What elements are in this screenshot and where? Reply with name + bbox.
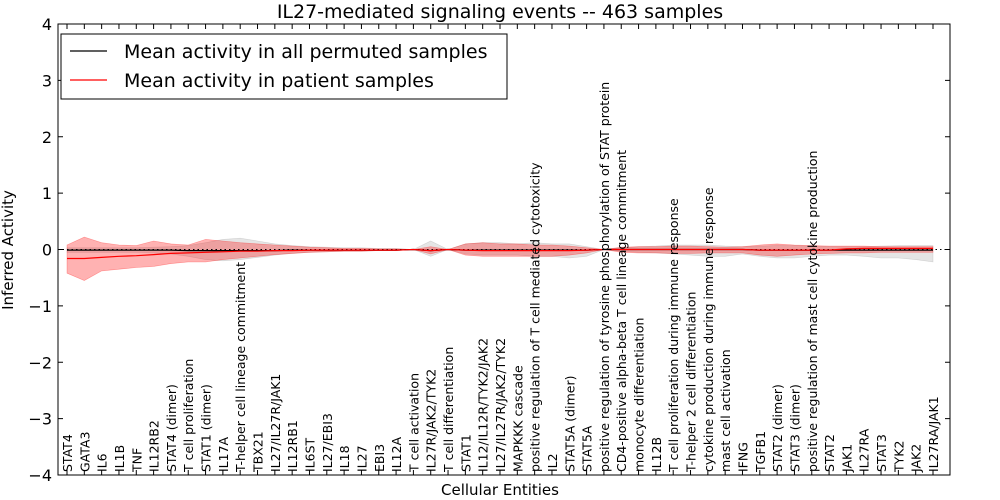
x-tick-label: IL6 [95, 453, 110, 472]
confidence-bands [66, 236, 934, 281]
x-tick-label: T cell activation [406, 373, 421, 473]
x-tick-label: STAT3 [874, 434, 889, 472]
y-tick-label: −4 [28, 466, 52, 485]
x-tick-label: T cell differentiation [441, 347, 456, 473]
x-tick-label: TBX21 [251, 431, 266, 473]
y-tick-label: −1 [28, 297, 52, 316]
x-tick-label: STAT2 [822, 434, 837, 472]
x-tick-label: T cell proliferation [181, 359, 196, 473]
x-tick-label: IL12B [649, 437, 664, 472]
x-tick-label: IL12RB1 [285, 420, 300, 472]
x-tick-label: positive regulation of T cell mediated c… [528, 162, 543, 472]
x-tick-label: T cell proliferation during immune respo… [666, 198, 681, 473]
x-tick-label: CD4-positive alpha-beta T cell lineage c… [614, 150, 629, 472]
x-tick-label: IL18 [337, 445, 352, 472]
legend: Mean activity in all permuted samples Me… [60, 33, 508, 100]
x-tick-label: STAT1 (dimer) [199, 384, 214, 472]
x-tick-label: STAT5A [580, 425, 595, 472]
x-tick-label: STAT2 (dimer) [770, 384, 785, 472]
x-tick-label: GATA3 [77, 432, 92, 472]
x-tick-label: T-helper cell lineage commitment [233, 262, 248, 473]
x-tick-label: IL2 [545, 453, 560, 472]
x-tick-label: STAT4 [60, 434, 75, 472]
plot-frame [57, 23, 951, 476]
x-tick-label: IL27 [354, 445, 369, 472]
x-tick-label: IL12RB2 [147, 420, 162, 472]
x-tick-label: IFNG [736, 442, 751, 472]
x-tick-label: STAT3 (dimer) [787, 384, 802, 472]
x-tick-label: IL27RA/JAK1 [926, 396, 941, 472]
x-tick-label: IL12A [389, 436, 404, 472]
x-tick-label: STAT5A (dimer) [562, 376, 577, 472]
x-tick-label: IL27/EBI3 [320, 413, 335, 472]
y-tick-label: 4 [42, 15, 52, 34]
x-tick-label: JAK2 [909, 444, 924, 473]
x-tick-label: IL27RA [857, 428, 872, 472]
y-tick-label: −2 [28, 353, 52, 372]
chart-title: IL27-mediated signaling events -- 463 sa… [277, 1, 723, 23]
x-tick-label: TYK2 [891, 441, 906, 473]
x-tick-label: monocyte differentiation [632, 318, 647, 472]
x-tick-label: JAK1 [839, 444, 854, 473]
x-axis-label: Cellular Entities [441, 481, 559, 499]
x-tick-label: positive regulation of mast cell cytokin… [805, 151, 820, 472]
x-tick-label: IL6ST [303, 437, 318, 472]
x-tick-label: cytokine production during immune respon… [701, 187, 716, 472]
y-tick-label: 0 [42, 241, 52, 260]
x-tick-label: TGFB1 [753, 431, 768, 473]
series-lines [58, 247, 950, 260]
x-axis [66, 24, 934, 475]
x-tick-label: positive regulation of tyrosine phosphor… [597, 82, 612, 472]
x-tick-label: IL27R/JAK2/TYK2 [424, 369, 439, 472]
x-tick-label: IL12/IL12R/TYK2/JAK2 [476, 338, 491, 472]
x-tick-label: IL27/IL27R/JAK1 [268, 374, 283, 472]
x-tick-label: STAT1 [458, 434, 473, 472]
y-axis-label: Inferred Activity [0, 190, 17, 310]
x-tick-label: IL1B [112, 445, 127, 472]
y-tick-label: 2 [42, 128, 52, 147]
legend-box [60, 33, 508, 100]
x-tick-label: TNF [129, 448, 144, 473]
y-tick-label: −3 [28, 410, 52, 429]
y-tick-label: 3 [42, 71, 52, 90]
y-axis: −4 −3 −2 −1 0 1 2 3 4 [28, 15, 950, 485]
x-tick-label: IL17A [216, 436, 231, 472]
x-tick-label: mast cell activation [718, 349, 733, 472]
legend-label-permuted: Mean activity in all permuted samples [124, 41, 487, 63]
x-tick-label: EBI3 [372, 444, 387, 472]
x-tick-label: T-helper 2 cell differentiation [684, 292, 699, 473]
band-series-1 [66, 236, 934, 281]
x-tick-label: MAPKKK cascade [510, 365, 525, 472]
x-tick-label: STAT4 (dimer) [164, 384, 179, 472]
y-tick-label: 1 [42, 184, 52, 203]
x-tick-label: IL27/IL27R/JAK2/TYK2 [493, 338, 508, 472]
series-line-1 [67, 247, 933, 260]
category-labels: STAT4 GATA3 IL6 IL1B TNF IL12RB2 STAT4 (dimer)… [60, 82, 941, 473]
legend-label-patient: Mean activity in patient samples [124, 70, 434, 92]
